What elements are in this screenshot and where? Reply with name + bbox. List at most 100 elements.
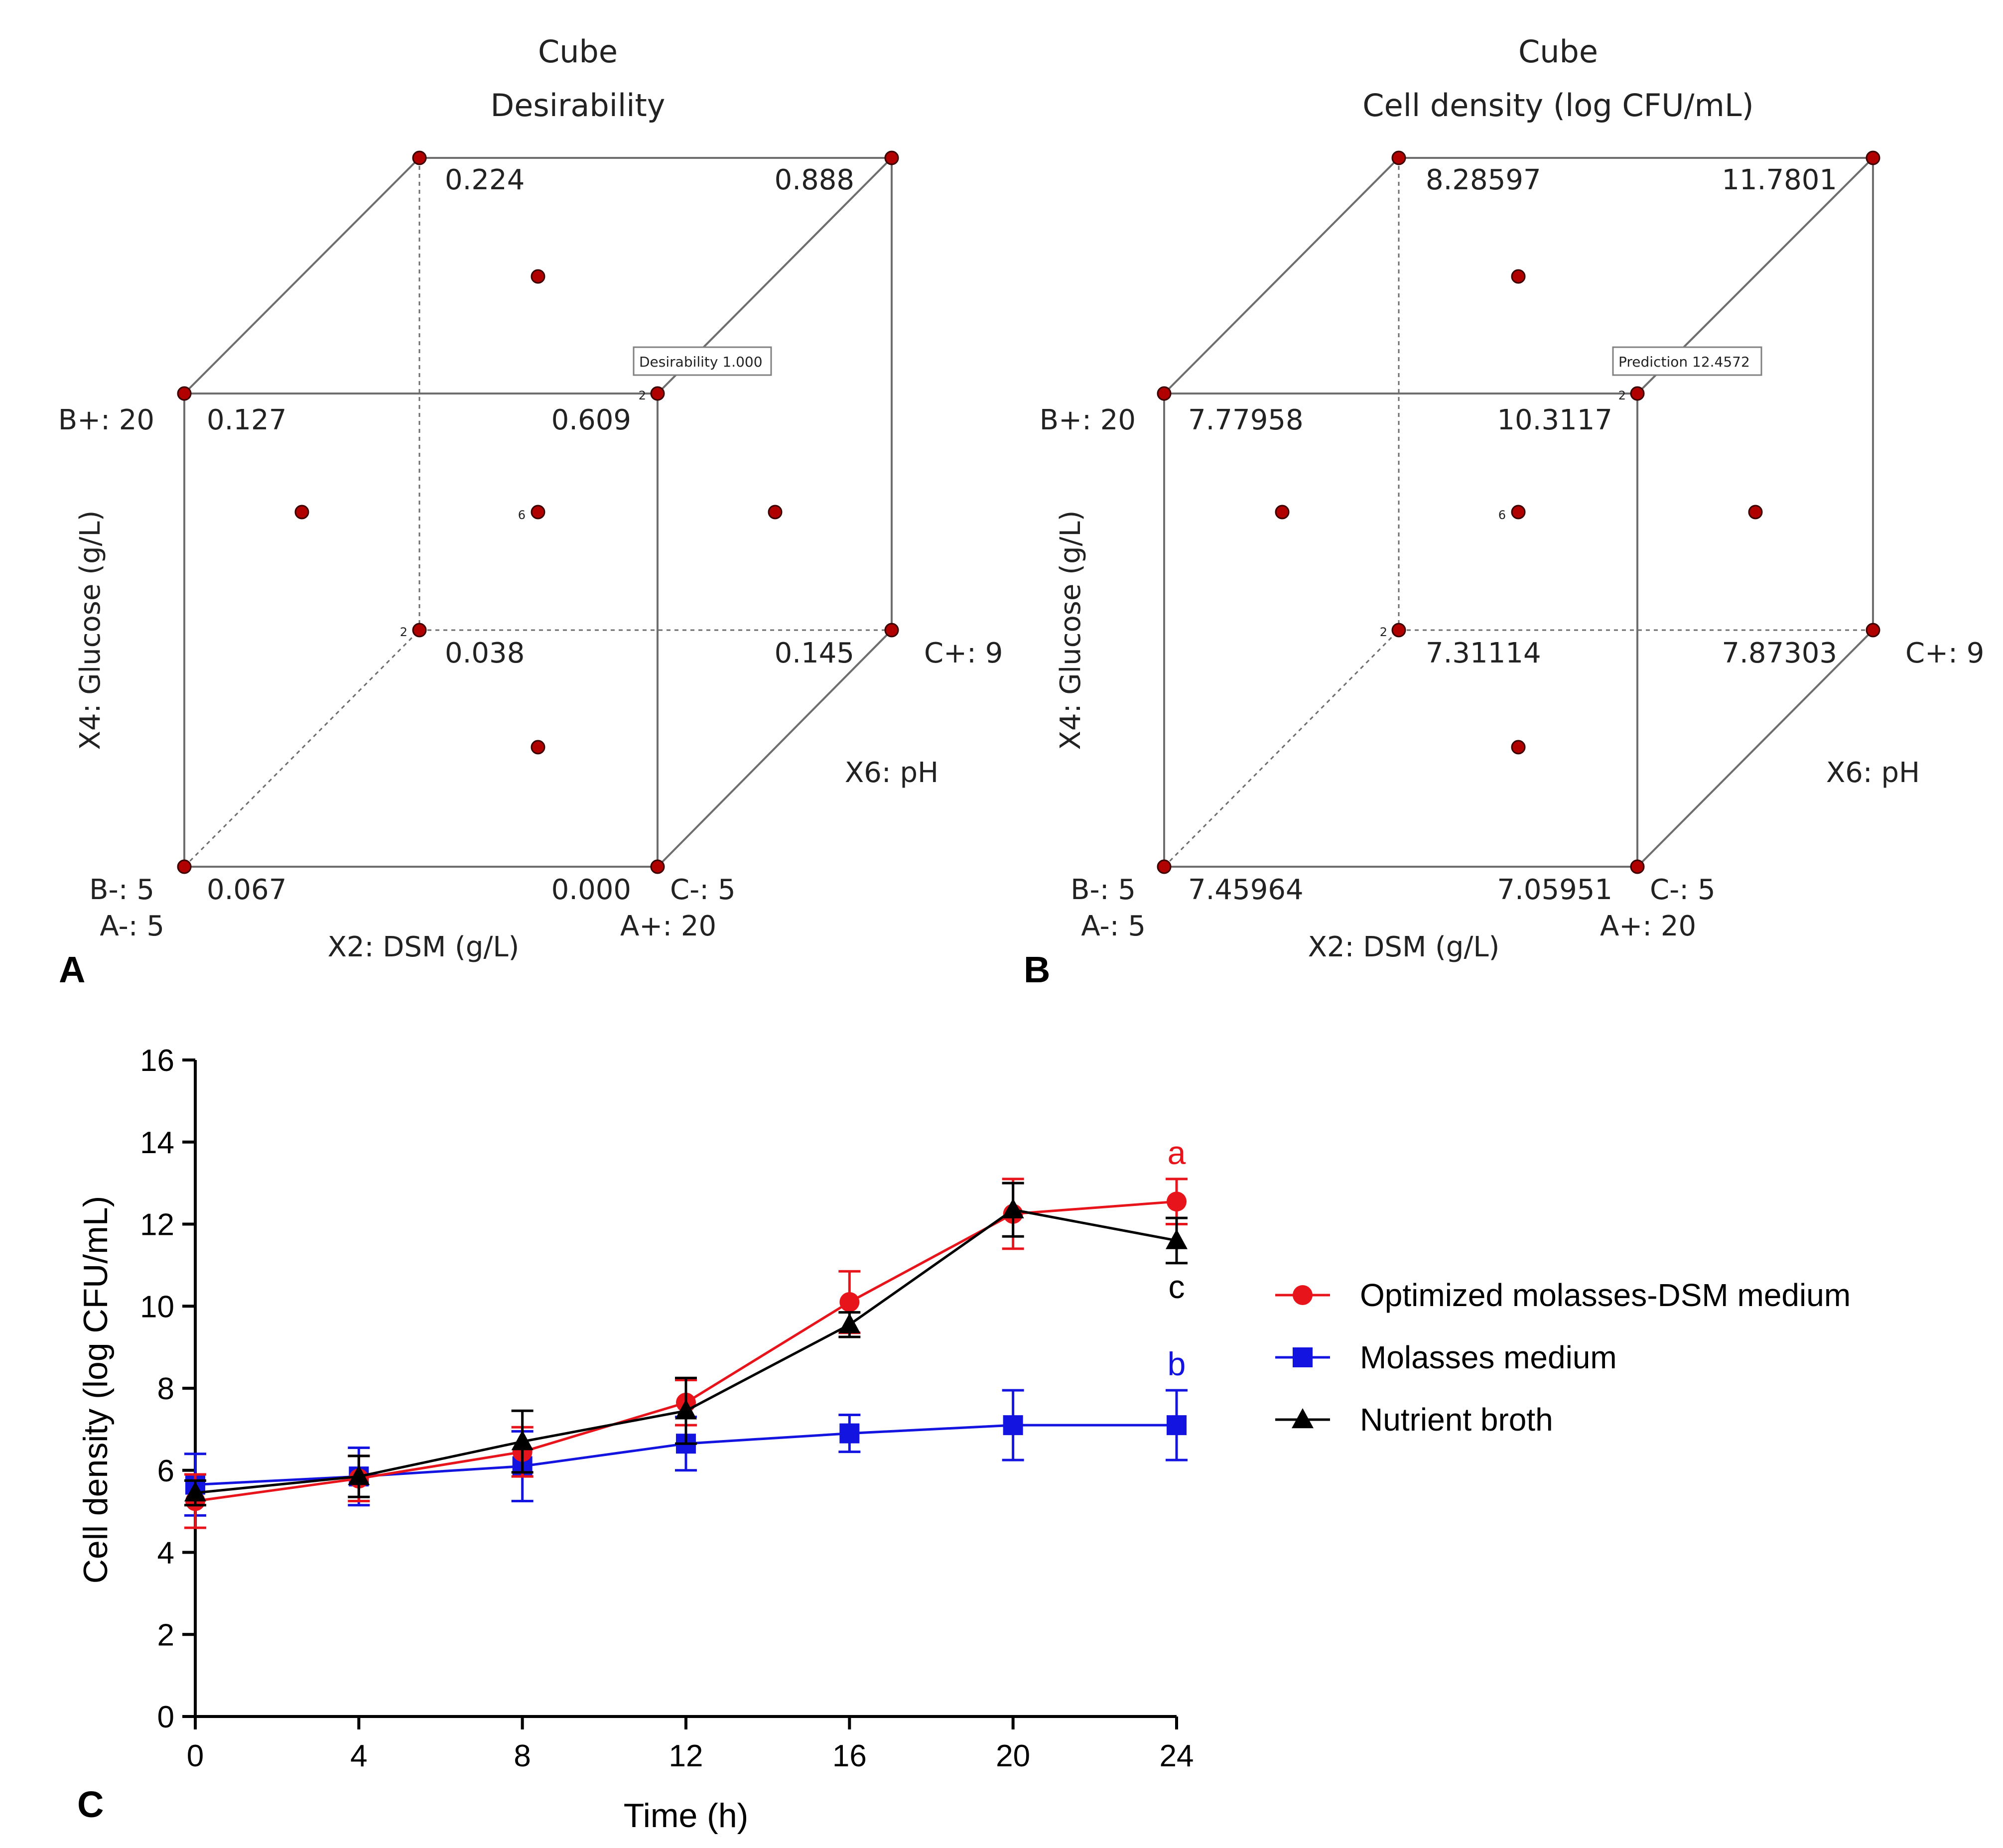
- data-point-triangle: [511, 1430, 534, 1451]
- design-point: [1157, 386, 1172, 401]
- legend-item: Nutrient broth: [1275, 1402, 1553, 1438]
- prediction-tooltip: Prediction 12.4572: [1612, 346, 1762, 376]
- design-point: [1391, 623, 1406, 638]
- run-count: 2: [1380, 625, 1387, 639]
- y-tick-label: 12: [140, 1208, 174, 1242]
- tooltip-text: Desirability 1.000: [639, 354, 763, 370]
- design-point: [1511, 269, 1526, 284]
- data-point-triangle: [675, 1399, 697, 1420]
- corner-value: 0.888: [775, 164, 854, 196]
- corner-value: 10.3117: [1497, 404, 1612, 436]
- corner-value: 0.067: [207, 874, 286, 906]
- legend-label: Optimized molasses-DSM medium: [1360, 1277, 1851, 1313]
- significance-letter: c: [1169, 1268, 1185, 1305]
- cube-subtitle: Desirability: [491, 87, 666, 124]
- y-tick-label: 0: [157, 1700, 174, 1734]
- x-tick-label: 12: [669, 1739, 703, 1773]
- factor-label-b-minus: B-: 5: [89, 874, 154, 906]
- design-point: [1866, 150, 1880, 165]
- panel-letter: C: [77, 1784, 104, 1825]
- y-tick-label: 2: [157, 1618, 174, 1652]
- y-tick-label: 8: [157, 1372, 174, 1406]
- corner-value: 0.000: [551, 874, 631, 906]
- design-points: [177, 150, 899, 874]
- data-point-circle: [1167, 1191, 1187, 1212]
- series-nutrient-broth: [184, 1182, 1188, 1507]
- run-count: 2: [1618, 389, 1626, 402]
- run-count: 2: [639, 389, 646, 402]
- design-point: [531, 269, 545, 284]
- design-point: [1511, 740, 1526, 755]
- cube-axis-horizontal: X2: DSM (g/L): [1308, 931, 1500, 963]
- data-point-square: [839, 1423, 860, 1444]
- factor-label-c-plus: C+: 9: [924, 637, 1003, 669]
- x-axis-title: Time (h): [624, 1797, 749, 1835]
- factor-label-c-minus: C-: 5: [1650, 874, 1716, 906]
- corner-value: 0.145: [775, 637, 854, 669]
- cube-edges: [183, 157, 893, 868]
- significance-letter: b: [1168, 1345, 1186, 1382]
- factor-label-c-minus: C-: 5: [670, 874, 736, 906]
- design-point: [1866, 623, 1880, 638]
- design-point: [1630, 859, 1645, 874]
- data-point-square: [1167, 1415, 1187, 1436]
- cube-panel-desirability: Cube Desirability 0.224 0.888 0.127 0.60…: [58, 33, 1003, 990]
- prediction-tooltip: Desirability 1.000: [633, 346, 772, 376]
- cube-hidden-edges: [1163, 158, 1873, 868]
- data-point-square: [1003, 1415, 1023, 1436]
- factor-label-b-minus: B-: 5: [1070, 874, 1136, 906]
- data-point-triangle: [1292, 1408, 1314, 1429]
- chart-legend: Optimized molasses-DSM medium Molasses me…: [1275, 1277, 1851, 1438]
- x-tick-label: 24: [1160, 1739, 1194, 1773]
- design-point: [177, 386, 192, 401]
- run-count: 6: [518, 508, 526, 522]
- tooltip-text: Prediction 12.4572: [1618, 354, 1750, 370]
- design-point: [884, 623, 899, 638]
- data-point-circle: [839, 1292, 860, 1313]
- design-point: [1391, 150, 1406, 165]
- cube-panel-cell-density: Cube Cell density (log CFU/mL) 8.28597 1…: [1024, 33, 1984, 990]
- corner-value: 0.609: [551, 404, 631, 436]
- cube-axis-vertical: X4: Glucose (g/L): [1055, 511, 1087, 750]
- corner-value: 0.224: [445, 164, 525, 196]
- cube-axis-vertical: X4: Glucose (g/L): [74, 511, 107, 750]
- corner-value: 7.05951: [1497, 874, 1612, 906]
- design-point: [1511, 505, 1526, 520]
- run-count: 2: [400, 625, 407, 639]
- factor-label-a-minus: A-: 5: [1081, 910, 1146, 942]
- factor-label-a-plus: A+: 20: [1600, 910, 1696, 942]
- design-point: [177, 859, 192, 874]
- chart-series: a b c: [184, 1134, 1188, 1529]
- data-point-triangle: [184, 1481, 206, 1502]
- run-count: 6: [1498, 508, 1506, 522]
- design-point: [1275, 505, 1290, 520]
- y-tick-label: 14: [140, 1126, 174, 1160]
- corner-value: 0.127: [207, 404, 286, 436]
- legend-item: Optimized molasses-DSM medium: [1275, 1277, 1851, 1313]
- x-tick-label: 16: [832, 1739, 867, 1773]
- factor-label-c-plus: C+: 9: [1905, 637, 1984, 669]
- factor-label-b-plus: B+: 20: [1040, 404, 1136, 436]
- cube-axis-depth: X6: pH: [1826, 757, 1920, 789]
- data-point-triangle: [348, 1465, 370, 1485]
- panel-letter: B: [1024, 949, 1050, 990]
- cube-title: Cube: [1518, 33, 1598, 70]
- corner-value: 0.038: [445, 637, 525, 669]
- x-tick-label: 8: [514, 1739, 531, 1773]
- y-axis-title: Cell density (log CFU/mL): [77, 1196, 115, 1584]
- corner-value: 8.28597: [1426, 164, 1541, 196]
- design-point: [768, 505, 783, 520]
- x-tick-label: 20: [996, 1739, 1030, 1773]
- corner-value: 7.87303: [1722, 637, 1837, 669]
- legend-label: Nutrient broth: [1360, 1402, 1553, 1438]
- corner-value: 7.45964: [1188, 874, 1304, 906]
- data-point-square: [1293, 1347, 1313, 1367]
- design-point: [650, 859, 665, 874]
- design-point: [531, 505, 545, 520]
- legend-label: Molasses medium: [1360, 1339, 1617, 1375]
- cube-hidden-edges: [183, 158, 892, 868]
- factor-label-a-plus: A+: 20: [620, 910, 716, 942]
- data-point-triangle: [838, 1313, 861, 1333]
